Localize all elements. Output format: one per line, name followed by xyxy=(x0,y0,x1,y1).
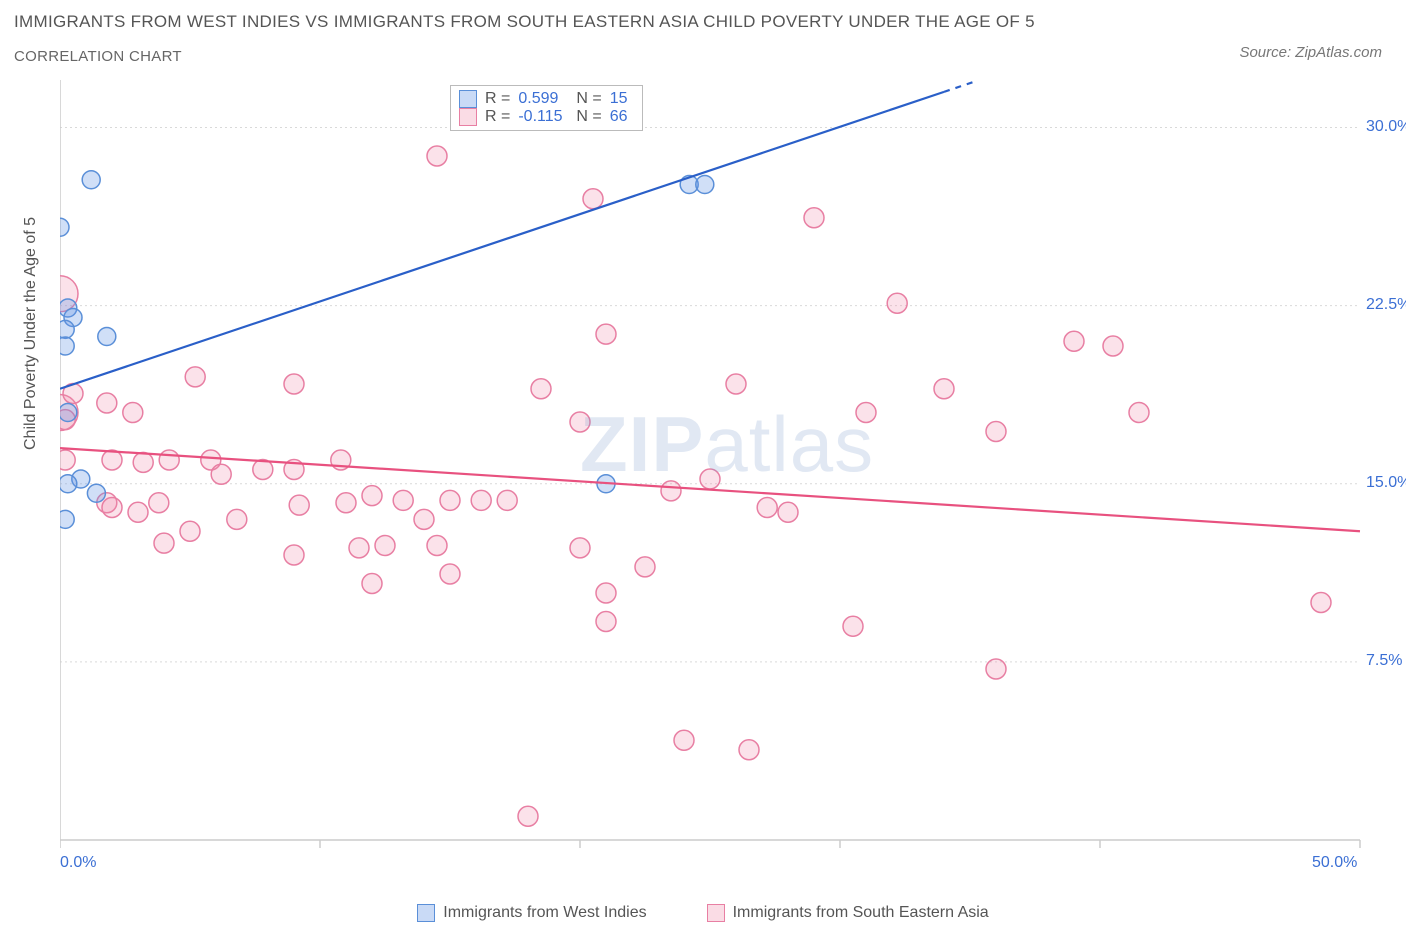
x-tick-label: 0.0% xyxy=(60,854,96,872)
r-label: R = xyxy=(485,108,510,126)
r-value: -0.115 xyxy=(518,108,568,126)
legend-swatch xyxy=(459,108,477,126)
y-tick-label: 22.5% xyxy=(1366,296,1406,314)
y-axis-label: Child Poverty Under the Age of 5 xyxy=(22,217,40,450)
source-attribution: Source: ZipAtlas.com xyxy=(1239,44,1382,61)
scatter-chart-svg xyxy=(60,80,1380,870)
n-label: N = xyxy=(576,90,601,108)
legend-stat-row: R = 0.599 N = 15 xyxy=(459,90,634,108)
r-value: 0.599 xyxy=(518,90,568,108)
r-label: R = xyxy=(485,90,510,108)
legend-label: Immigrants from West Indies xyxy=(443,904,646,922)
legend-swatch xyxy=(459,90,477,108)
chart-title: IMMIGRANTS FROM WEST INDIES VS IMMIGRANT… xyxy=(14,12,1035,32)
x-tick-label: 50.0% xyxy=(1312,854,1357,872)
legend-item: Immigrants from South Eastern Asia xyxy=(707,904,989,922)
y-tick-label: 30.0% xyxy=(1366,118,1406,136)
y-tick-label: 7.5% xyxy=(1366,652,1402,670)
n-value: 15 xyxy=(610,90,634,108)
correlation-legend-box: R = 0.599 N = 15 R = -0.115 N = 66 xyxy=(450,85,643,131)
legend-swatch xyxy=(707,904,725,922)
chart-subtitle: CORRELATION CHART xyxy=(14,48,182,65)
y-tick-label: 15.0% xyxy=(1366,474,1406,492)
legend-item: Immigrants from West Indies xyxy=(417,904,646,922)
n-value: 66 xyxy=(610,108,634,126)
n-label: N = xyxy=(576,108,601,126)
series-legend: Immigrants from West Indies Immigrants fr… xyxy=(0,904,1406,922)
legend-stat-row: R = -0.115 N = 66 xyxy=(459,108,634,126)
chart-area: ZIPatlas R =0.599N =15R =-0.115N =66 7.5… xyxy=(60,80,1380,870)
legend-swatch xyxy=(417,904,435,922)
legend-label: Immigrants from South Eastern Asia xyxy=(733,904,989,922)
